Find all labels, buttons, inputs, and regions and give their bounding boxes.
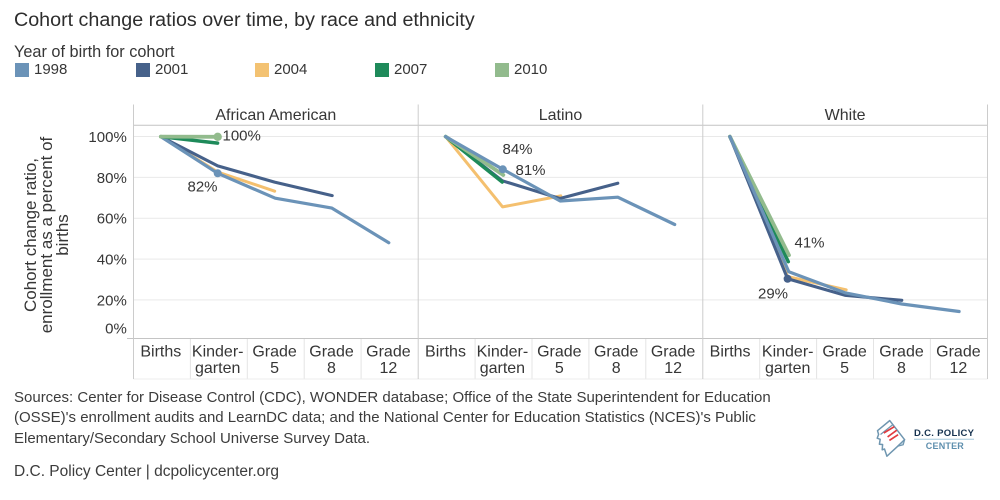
svg-text:Grade: Grade (879, 344, 924, 361)
svg-text:12: 12 (380, 360, 398, 377)
svg-text:Kinder-: Kinder- (762, 344, 814, 361)
svg-text:100%: 100% (223, 128, 261, 145)
svg-text:81%: 81% (516, 162, 546, 179)
svg-text:Grade: Grade (651, 344, 696, 361)
svg-text:8: 8 (327, 360, 336, 377)
svg-text:Grade: Grade (309, 344, 354, 361)
svg-text:Births: Births (425, 344, 466, 361)
svg-text:5: 5 (270, 360, 279, 377)
svg-text:82%: 82% (188, 179, 218, 196)
svg-text:60%: 60% (97, 211, 127, 228)
svg-text:White: White (825, 107, 866, 124)
svg-text:Cohort change ratio,: Cohort change ratio, (21, 158, 40, 312)
svg-text:29%: 29% (758, 286, 788, 303)
svg-text:Grade: Grade (594, 344, 639, 361)
svg-text:5: 5 (555, 360, 564, 377)
svg-text:0%: 0% (105, 321, 127, 338)
svg-text:5: 5 (840, 360, 849, 377)
svg-text:garten: garten (195, 360, 240, 377)
svg-text:Latino: Latino (539, 107, 583, 124)
svg-text:Grade: Grade (936, 344, 981, 361)
svg-text:20%: 20% (97, 292, 127, 309)
svg-text:garten: garten (765, 360, 810, 377)
svg-text:12: 12 (664, 360, 682, 377)
svg-text:40%: 40% (97, 252, 127, 269)
svg-text:Kinder-: Kinder- (192, 344, 244, 361)
svg-text:41%: 41% (795, 235, 825, 252)
svg-text:12: 12 (950, 360, 968, 377)
svg-text:births: births (53, 214, 72, 256)
svg-text:CENTER: CENTER (926, 441, 965, 451)
svg-text:Grade: Grade (252, 344, 297, 361)
svg-text:Grade: Grade (366, 344, 411, 361)
svg-text:Births: Births (710, 344, 751, 361)
svg-text:Kinder-: Kinder- (477, 344, 529, 361)
svg-text:8: 8 (897, 360, 906, 377)
svg-text:100%: 100% (88, 129, 126, 146)
svg-text:enrollment as a percent of: enrollment as a percent of (37, 136, 56, 333)
svg-text:Births: Births (140, 344, 181, 361)
svg-text:African American: African American (215, 107, 336, 124)
svg-text:8: 8 (612, 360, 621, 377)
svg-text:84%: 84% (503, 141, 533, 158)
svg-text:D.C. POLICY: D.C. POLICY (914, 428, 975, 439)
svg-text:Grade: Grade (537, 344, 582, 361)
svg-text:80%: 80% (97, 170, 127, 187)
svg-text:Grade: Grade (822, 344, 867, 361)
svg-text:garten: garten (480, 360, 525, 377)
